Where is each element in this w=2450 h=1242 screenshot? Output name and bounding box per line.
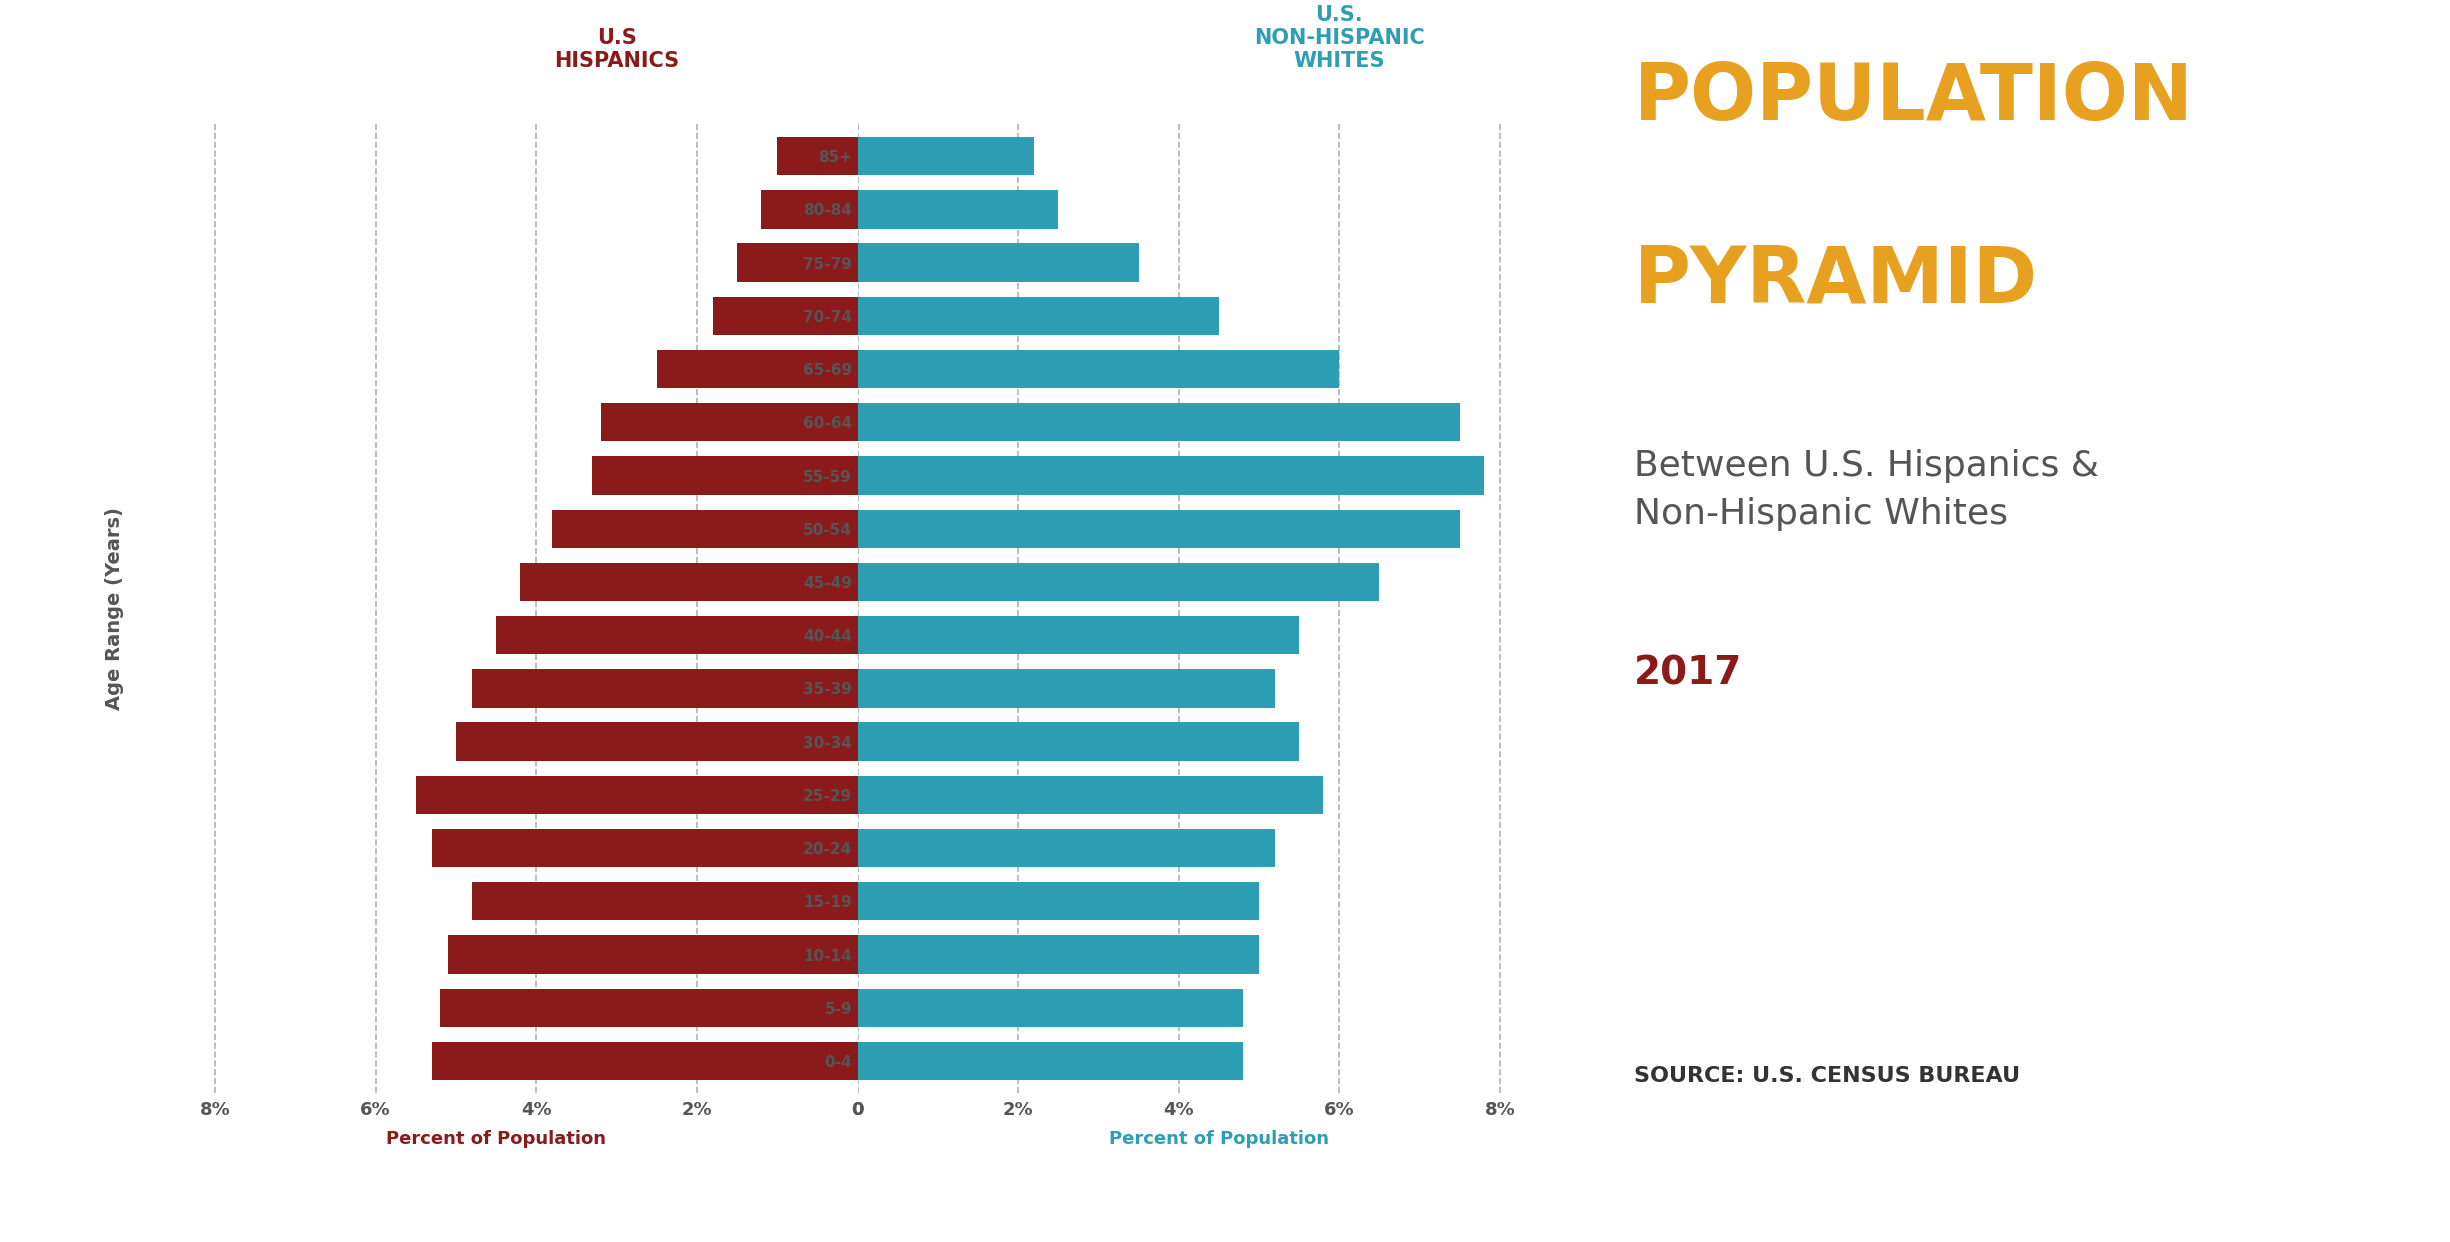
- Bar: [858, 509, 1460, 548]
- Text: 2017: 2017: [1634, 655, 1742, 692]
- Bar: [441, 989, 858, 1027]
- Bar: [713, 297, 857, 335]
- Bar: [777, 137, 857, 175]
- Bar: [858, 563, 1379, 601]
- Text: SOURCE: U.S. CENSUS BUREAU: SOURCE: U.S. CENSUS BUREAU: [1634, 1066, 2019, 1086]
- Bar: [858, 350, 1340, 389]
- Text: POPULATION: POPULATION: [1634, 60, 2193, 137]
- Bar: [858, 404, 1460, 441]
- Text: U.S
HISPANICS: U.S HISPANICS: [554, 27, 679, 71]
- Bar: [737, 243, 857, 282]
- Y-axis label: Age Range (Years): Age Range (Years): [105, 507, 123, 710]
- Text: Between U.S. Hispanics &
Non-Hispanic Whites: Between U.S. Hispanics & Non-Hispanic Wh…: [1634, 448, 2100, 532]
- Bar: [551, 509, 858, 548]
- Bar: [431, 828, 858, 867]
- Bar: [858, 723, 1298, 761]
- Bar: [858, 456, 1485, 494]
- Bar: [657, 350, 858, 389]
- Bar: [858, 190, 1058, 229]
- X-axis label: Percent of Population: Percent of Population: [1110, 1130, 1328, 1149]
- Bar: [858, 137, 1034, 175]
- Bar: [858, 828, 1274, 867]
- Bar: [858, 776, 1323, 814]
- Bar: [858, 935, 1259, 974]
- Bar: [762, 190, 858, 229]
- Bar: [431, 1042, 858, 1081]
- Bar: [473, 882, 858, 920]
- Bar: [448, 935, 858, 974]
- Bar: [858, 882, 1259, 920]
- Bar: [495, 616, 858, 655]
- Bar: [858, 616, 1298, 655]
- Bar: [858, 989, 1242, 1027]
- Text: U.S.
NON-HISPANIC
WHITES: U.S. NON-HISPANIC WHITES: [1254, 5, 1426, 71]
- Bar: [473, 669, 858, 708]
- Bar: [456, 723, 858, 761]
- Bar: [417, 776, 858, 814]
- Bar: [858, 669, 1274, 708]
- Bar: [593, 456, 858, 494]
- Bar: [858, 243, 1139, 282]
- Bar: [858, 1042, 1242, 1081]
- X-axis label: Percent of Population: Percent of Population: [387, 1130, 605, 1149]
- Text: PYRAMID: PYRAMID: [1634, 243, 2038, 319]
- Bar: [519, 563, 858, 601]
- Bar: [600, 404, 858, 441]
- Bar: [858, 297, 1220, 335]
